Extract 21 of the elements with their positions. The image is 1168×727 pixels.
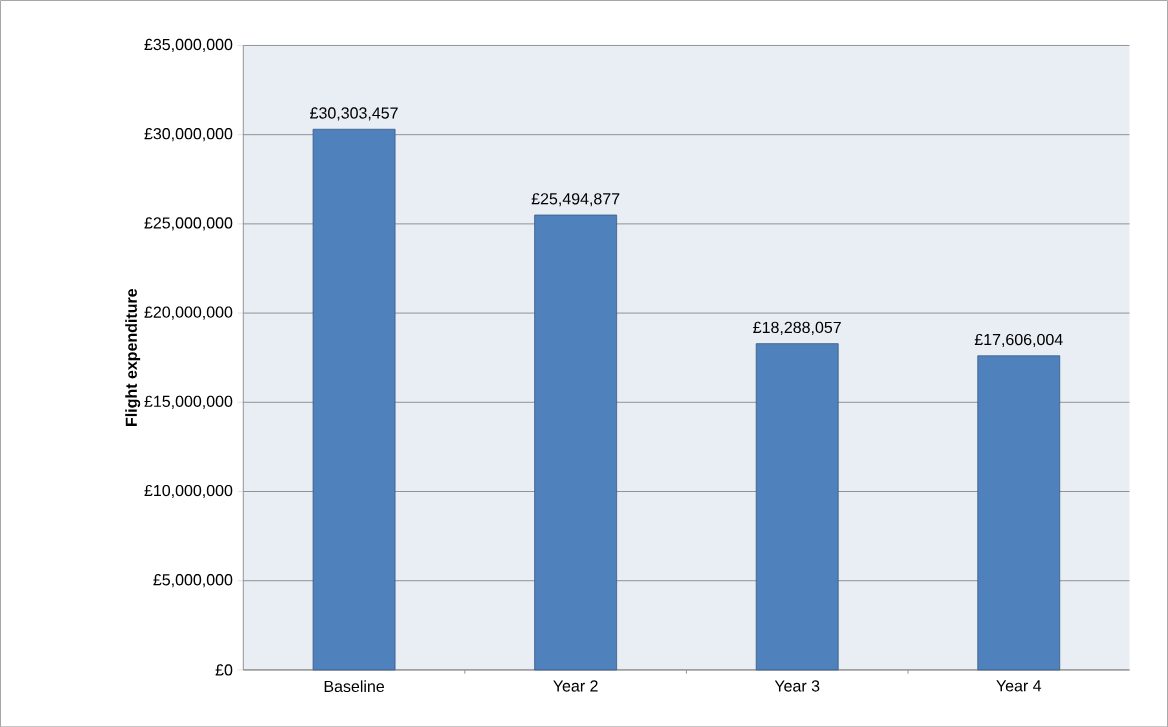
y-tick-label: £0 bbox=[215, 664, 233, 676]
data-label: £25,494,877 bbox=[531, 192, 620, 207]
bar bbox=[534, 214, 618, 671]
x-tick-label: Year 3 bbox=[774, 680, 820, 692]
bar bbox=[977, 355, 1061, 671]
y-tick-label: £15,000,000 bbox=[144, 395, 233, 409]
bar bbox=[312, 128, 396, 671]
y-tick-label: £25,000,000 bbox=[144, 217, 233, 231]
y-tick-label: £35,000,000 bbox=[144, 38, 233, 52]
x-tick-label: Year 2 bbox=[553, 680, 598, 692]
y-tick-label: £5,000,000 bbox=[153, 573, 233, 588]
y-tick-label: £20,000,000 bbox=[144, 306, 233, 320]
x-tick-label: Baseline bbox=[324, 680, 384, 692]
data-label: £17,606,004 bbox=[974, 333, 1063, 347]
bar bbox=[755, 343, 839, 671]
data-label: £18,288,057 bbox=[753, 321, 841, 335]
x-tick-label: Year 4 bbox=[996, 680, 1042, 692]
y-tick-label: £30,000,000 bbox=[144, 127, 233, 142]
y-tick-label: £10,000,000 bbox=[144, 484, 233, 498]
data-label: £30,303,457 bbox=[310, 107, 398, 121]
y-axis-title: Flight expenditure bbox=[125, 288, 141, 426]
